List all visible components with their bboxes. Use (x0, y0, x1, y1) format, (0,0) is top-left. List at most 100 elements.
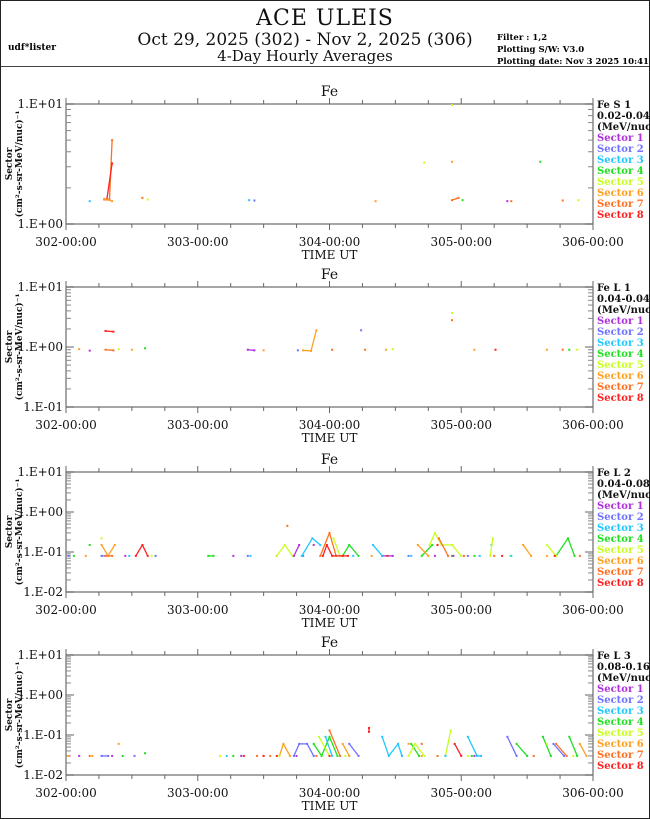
y-tick-label: 1.E+01 (17, 465, 63, 479)
data-point (508, 554, 511, 557)
data-point (585, 754, 588, 757)
series-segment (522, 544, 532, 557)
series-segment (444, 730, 452, 757)
data-point (100, 754, 103, 757)
data-point (141, 543, 144, 546)
chart-title: Fe (321, 84, 338, 100)
data-point (249, 554, 252, 557)
data-point (460, 554, 463, 557)
data-point (111, 554, 114, 557)
user-label: udf*lister (8, 43, 56, 53)
data-point (296, 349, 299, 352)
data-point (88, 349, 91, 352)
series-sector-6 (84, 543, 548, 557)
data-point (103, 197, 106, 200)
data-point (515, 754, 518, 757)
data-point (112, 330, 115, 333)
data-point (407, 742, 410, 745)
data-point (452, 554, 455, 557)
x-tick-label: 302-00:00 (35, 786, 97, 800)
series-sector-2 (67, 554, 469, 557)
data-point (246, 554, 249, 557)
series-segment (332, 538, 341, 557)
x-axis-label: TIME UT (302, 248, 358, 262)
data-point (451, 160, 454, 163)
data-point (283, 543, 286, 546)
series-segment (107, 544, 116, 557)
data-point (332, 537, 335, 540)
series-segment (342, 544, 350, 557)
data-point (385, 348, 388, 351)
data-point (312, 742, 315, 745)
data-point (346, 554, 349, 557)
legend-entry-sector-3: Sector 3 (597, 155, 644, 166)
data-point (381, 554, 384, 557)
legend-entry-sector-6: Sector 6 (597, 371, 644, 382)
data-point (466, 735, 469, 738)
data-point (341, 742, 344, 745)
data-point (315, 329, 318, 332)
data-point (352, 554, 355, 557)
data-point (568, 348, 571, 351)
series-segment (451, 544, 462, 557)
series-segment (105, 330, 114, 333)
data-point (501, 554, 504, 557)
data-point (240, 754, 243, 757)
data-point (420, 754, 423, 757)
data-point (324, 735, 327, 738)
y-tick-label: 1.E+00 (17, 340, 63, 354)
data-point (578, 554, 581, 557)
x-tick-label: 305-00:00 (430, 235, 492, 249)
y-tick-label: 1.E+00 (17, 505, 63, 519)
data-point (428, 543, 431, 546)
data-point (104, 554, 107, 557)
series-segment (506, 736, 518, 757)
legend-entry-sector-1: Sector 1 (597, 133, 644, 144)
data-point (328, 729, 331, 732)
legend-entry-sector-3: Sector 3 (597, 338, 644, 349)
data-point (207, 554, 210, 557)
data-point (444, 754, 447, 757)
data-point (453, 742, 456, 745)
header-separator (1, 66, 649, 67)
series-sector-8 (134, 543, 556, 557)
legend-title-line: (MeV/nuc) (597, 490, 650, 501)
series-segment (328, 532, 337, 557)
data-point (515, 742, 518, 745)
series-segment (467, 736, 478, 757)
x-tick-label: 303-00:00 (167, 603, 229, 617)
data-point (368, 730, 371, 733)
series-segment (310, 330, 317, 352)
data-point (275, 754, 278, 757)
data-point (295, 754, 298, 757)
data-point (253, 199, 256, 202)
series-segment (516, 743, 528, 757)
data-point (545, 742, 548, 745)
data-point (78, 754, 81, 757)
data-point (489, 554, 492, 557)
data-point (407, 554, 410, 557)
data-point (88, 754, 91, 757)
data-point (328, 754, 331, 757)
legend-entry-sector-5: Sector 5 (597, 545, 644, 556)
data-point (371, 543, 374, 546)
data-point (494, 348, 497, 351)
y-tick-label: 1.E-01 (23, 728, 63, 742)
data-point (111, 200, 114, 203)
data-point (522, 543, 525, 546)
series-segment (579, 743, 587, 757)
data-point (275, 554, 278, 557)
series-segment (410, 743, 420, 757)
x-tick-label: 302-00:00 (35, 603, 97, 617)
data-point (576, 348, 579, 351)
legend-entry-sector-7: Sector 7 (597, 750, 644, 761)
data-point (348, 754, 351, 757)
data-point (232, 554, 235, 557)
legend-entry-sector-5: Sector 5 (597, 728, 644, 739)
data-point (414, 742, 417, 745)
data-point (146, 198, 149, 201)
data-point (306, 742, 309, 745)
data-point (144, 752, 147, 755)
data-point (341, 554, 344, 557)
data-point (555, 554, 558, 557)
